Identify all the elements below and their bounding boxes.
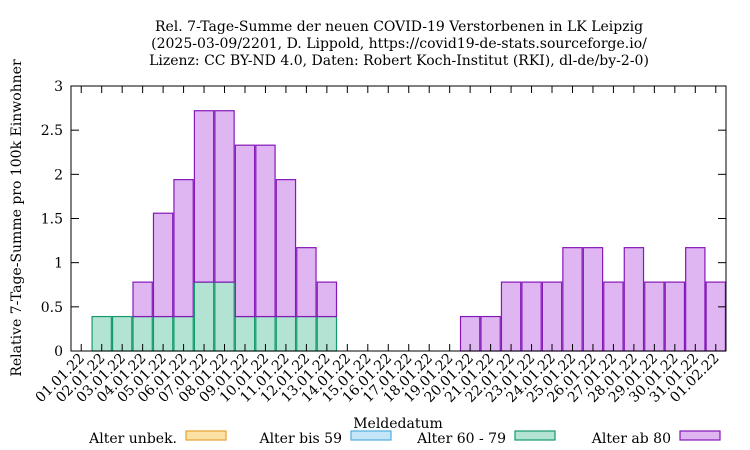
bar-layer — [91, 110, 727, 352]
bar-27.01.22-series-3 — [603, 281, 624, 352]
bar-24.01.22-series-3 — [541, 281, 563, 352]
y-tick-label: 0 — [54, 344, 63, 360]
chart-title-line-3: Lizenz: CC BY-ND 4.0, Daten: Robert Koch… — [149, 53, 649, 69]
legend-label: Alter bis 59 — [258, 431, 342, 447]
legend-label: Alter unbek. — [88, 431, 177, 447]
y-tick-label: 3 — [54, 79, 63, 95]
bar-09.01.22-series-3 — [234, 144, 256, 318]
x-axis-title: Meldedatum — [353, 416, 443, 432]
bar-07.01.22-series-3 — [193, 110, 215, 283]
bar-11.01.22-series-3 — [275, 179, 297, 318]
bar-05.01.22-series-3 — [152, 212, 174, 318]
bar-04.01.22-series-3 — [132, 281, 153, 318]
legend-swatch — [185, 430, 227, 441]
y-axis-title: Relative 7-Tage-Summe pro 100k Einwohner — [9, 59, 25, 377]
bar-30.01.22-series-3 — [664, 281, 686, 352]
bar-06.01.22-series-3 — [173, 179, 194, 318]
bar-13.01.22-series-3 — [316, 281, 338, 318]
legend-label: Alter ab 80 — [591, 431, 671, 447]
y-tick-label: 0.5 — [41, 300, 63, 316]
bar-29.01.22-series-3 — [644, 281, 665, 352]
bar-01.02.22-series-3 — [705, 281, 727, 352]
bar-28.01.22-series-3 — [623, 247, 645, 352]
chart-title-line-1: Rel. 7-Tage-Summe der neuen COVID-19 Ver… — [155, 19, 643, 35]
bar-08.01.22-series-2 — [214, 281, 235, 352]
x-axis: 01.01.2202.01.2203.01.2204.01.2205.01.22… — [33, 86, 723, 406]
y-tick-label: 2.5 — [41, 123, 63, 139]
bar-22.01.22-series-3 — [500, 281, 522, 352]
y-axis: 0 0.5 1 1.5 2 2.5 3 — [41, 79, 726, 360]
chart-title: Rel. 7-Tage-Summe der neuen COVID-19 Ver… — [149, 19, 649, 69]
bar-08.01.22-series-3 — [214, 110, 235, 283]
legend-swatch — [514, 430, 556, 441]
bar-10.01.22-series-3 — [255, 144, 276, 318]
bar-26.01.22-series-3 — [582, 247, 604, 352]
bar-07.01.22-series-2 — [193, 281, 215, 352]
chart-title-line-2: (2025-03-09/2201, D. Lippold, https://co… — [151, 36, 647, 52]
y-tick-label: 1.5 — [41, 212, 63, 228]
plot-frame — [70, 85, 727, 352]
bar-31.01.22-series-3 — [685, 247, 706, 352]
bar-23.01.22-series-3 — [521, 281, 542, 352]
y-tick-label: 1 — [54, 256, 63, 272]
legend: Alter unbek. Alter bis 59 Alter 60 - 79 Alt… — [88, 430, 721, 447]
legend-swatch — [350, 430, 392, 441]
bar-25.01.22-series-3 — [562, 247, 583, 352]
legend-swatch — [679, 430, 721, 441]
y-tick-label: 2 — [54, 167, 63, 183]
bar-12.01.22-series-3 — [296, 247, 317, 318]
legend-label: Alter 60 - 79 — [416, 431, 506, 447]
